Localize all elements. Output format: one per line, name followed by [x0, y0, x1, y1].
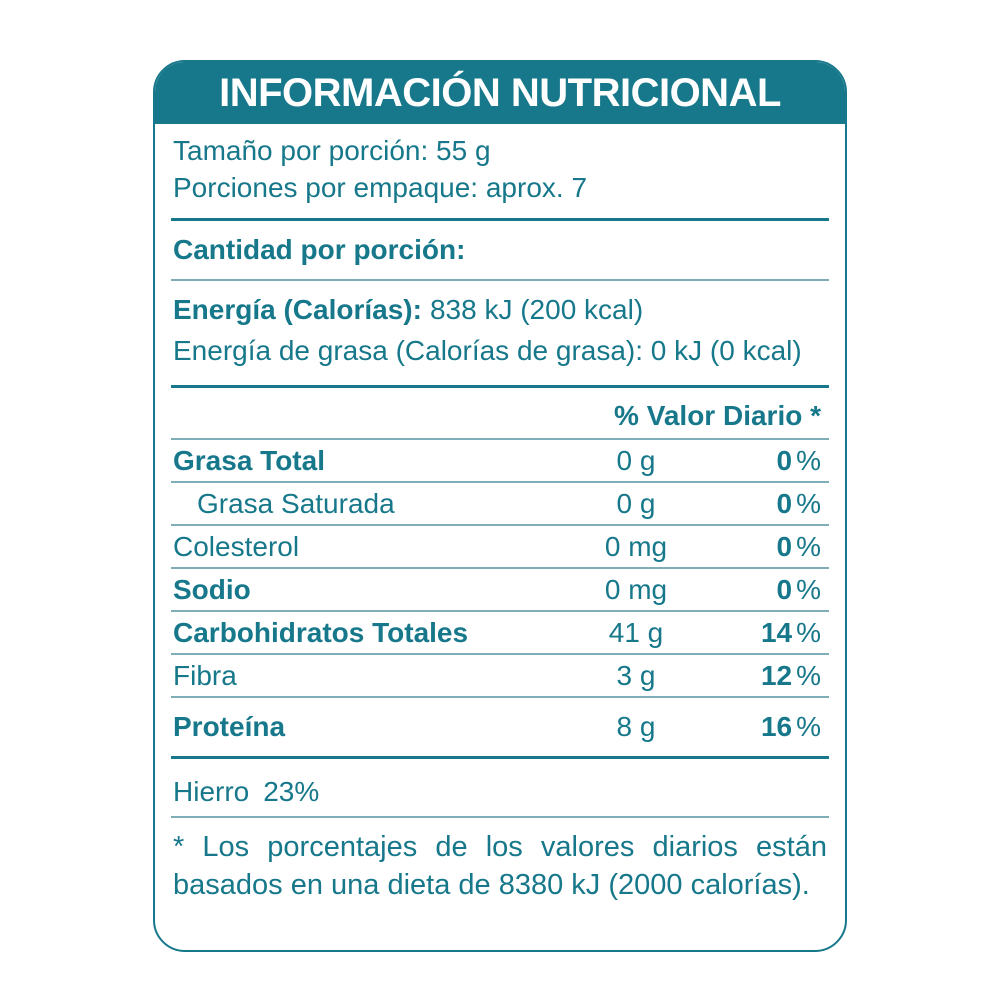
- dv-percent-sign: %: [796, 444, 821, 476]
- nutrient-daily-value: 0%: [711, 488, 821, 520]
- dv-number: 0: [776, 444, 793, 476]
- dv-number: 0: [776, 530, 793, 562]
- nutrition-content: Tamaño por porción: 55 g Porciones por e…: [155, 124, 845, 904]
- servings-per-pack: Porciones por empaque: aprox. 7: [173, 172, 588, 203]
- nutrient-label: Sodio: [173, 573, 251, 605]
- nutrient-amount: 8 g: [616, 711, 656, 742]
- mineral-name: Hierro: [173, 776, 250, 807]
- table-row: Proteína 8 g 16%: [171, 698, 829, 759]
- energy-value: 838 kJ (200 kcal): [429, 294, 644, 325]
- dv-number: 0: [776, 573, 793, 605]
- daily-value-header: % Valor Diario *: [171, 388, 829, 440]
- table-row: Colesterol 0 mg 0%: [171, 526, 829, 569]
- nutrition-facts-panel: INFORMACIÓN NUTRICIONAL Tamaño por porci…: [153, 60, 847, 952]
- nutrient-label: Colesterol: [173, 530, 300, 562]
- table-row: Grasa Saturada 0 g 0%: [171, 483, 829, 526]
- nutrient-amount: 3 g: [616, 659, 656, 691]
- nutrient-daily-value: 16%: [711, 711, 821, 743]
- nutrient-daily-value: 12%: [711, 660, 821, 692]
- table-row: Fibra 3 g 12%: [171, 655, 829, 698]
- energy-label: Energía (Calorías):: [173, 294, 422, 325]
- dv-percent-sign: %: [796, 530, 821, 562]
- minerals-section: Hierro 23%: [171, 759, 829, 818]
- nutrient-daily-value: 0%: [711, 574, 821, 606]
- dv-percent-sign: %: [796, 659, 821, 691]
- dv-percent-sign: %: [796, 616, 821, 648]
- nutrient-amount: 0 mg: [604, 573, 668, 605]
- nutrient-daily-value: 14%: [711, 617, 821, 649]
- daily-value-footnote: * Los porcentajes de los valores diarios…: [173, 831, 827, 901]
- nutrition-header-bar: INFORMACIÓN NUTRICIONAL: [155, 62, 845, 124]
- table-row: Grasa Total 0 g 0%: [171, 440, 829, 483]
- energy-line: Energía (Calorías): 838 kJ (200 kcal): [173, 289, 827, 330]
- nutrient-amount: 41 g: [608, 616, 664, 648]
- dv-number: 14: [760, 616, 793, 648]
- nutrition-title: INFORMACIÓN NUTRICIONAL: [219, 70, 781, 115]
- dv-percent-sign: %: [796, 573, 821, 605]
- dv-number: 0: [776, 487, 793, 519]
- nutrient-label: Proteína: [173, 711, 286, 742]
- mineral-value: 23%: [263, 776, 320, 807]
- table-row: Sodio 0 mg 0%: [171, 569, 829, 612]
- nutrient-daily-value: 0%: [711, 445, 821, 477]
- energy-section: Energía (Calorías): 838 kJ (200 kcal) Ene…: [171, 281, 829, 388]
- serving-section: Tamaño por porción: 55 g Porciones por e…: [171, 124, 829, 221]
- nutrient-amount: 0 g: [616, 487, 656, 519]
- nutrient-label: Grasa Total: [173, 444, 325, 476]
- nutrient-amount: 0 g: [616, 444, 656, 476]
- serving-size: Tamaño por porción: 55 g: [173, 135, 491, 166]
- nutrient-label: Fibra: [173, 659, 237, 691]
- dv-percent-sign: %: [796, 711, 821, 742]
- nutrient-amount: 0 mg: [604, 530, 668, 562]
- amount-per-serving-heading: Cantidad por porción:: [171, 221, 829, 281]
- nutrient-label: Grasa Saturada: [197, 487, 395, 519]
- dv-number: 16: [760, 711, 793, 742]
- dv-number: 12: [760, 659, 793, 691]
- energy-from-fat-line: Energía de grasa (Calorías de grasa): 0 …: [173, 335, 802, 366]
- table-row: Carbohidratos Totales 41 g 14%: [171, 612, 829, 655]
- nutrient-daily-value: 0%: [711, 531, 821, 563]
- dv-percent-sign: %: [796, 487, 821, 519]
- nutrient-label: Carbohidratos Totales: [173, 616, 469, 648]
